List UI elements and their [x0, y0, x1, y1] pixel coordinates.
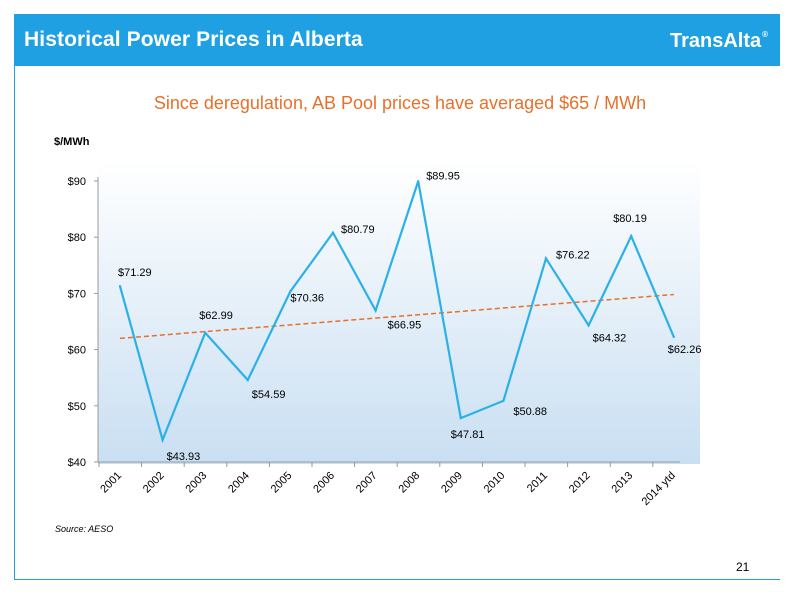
x-tick-label: 2014 ytd — [640, 470, 678, 508]
data-point — [587, 324, 590, 327]
trend-line — [119, 293, 674, 340]
x-tick-label: 2011 — [525, 470, 550, 495]
y-tick-label: $60 — [68, 345, 86, 357]
data-point — [161, 438, 164, 442]
data-point — [630, 234, 633, 238]
header-bar: Historical Power Prices in Alberta Trans… — [14, 14, 780, 66]
data-point — [544, 257, 548, 260]
data-point — [118, 284, 122, 288]
data-point — [417, 180, 420, 183]
y-tick-label: $70 — [68, 288, 86, 300]
x-tick-label: 2012 — [567, 470, 593, 496]
data-point — [289, 290, 292, 293]
x-tick-label: 2010 — [482, 470, 508, 496]
page-title: Historical Power Prices in Alberta — [24, 28, 363, 51]
data-point — [246, 378, 249, 382]
x-tick-label: 2004 — [226, 470, 252, 496]
chart-subtitle: Since deregulation, AB Pool prices have … — [153, 93, 647, 113]
logo-text: TransAlta — [670, 30, 762, 52]
data-label: $47.81 — [451, 429, 485, 441]
data-label: $62.26 — [668, 344, 702, 356]
plot-area — [98, 160, 700, 464]
x-tick-label: 2003 — [184, 470, 210, 496]
y-tick-label: $40 — [68, 457, 86, 469]
data-label: $80.19 — [613, 213, 647, 225]
data-label: $70.36 — [290, 292, 324, 304]
x-tick-label: 2008 — [397, 470, 423, 496]
source-note: Source: AESO — [55, 524, 114, 534]
x-tick-label: 2002 — [141, 470, 167, 496]
data-point — [459, 416, 462, 420]
data-label: $80.79 — [341, 224, 375, 236]
data-label: $43.93 — [167, 451, 201, 463]
data-label: $54.59 — [252, 389, 286, 401]
series-line — [118, 180, 675, 444]
data-point — [672, 335, 675, 339]
logo-mark: ® — [762, 30, 769, 39]
y-tick-label: $50 — [68, 401, 86, 413]
left-border-rule — [14, 66, 15, 580]
data-point — [502, 399, 505, 403]
data-label: $66.95 — [388, 320, 422, 332]
data-label: $76.22 — [556, 249, 590, 261]
company-logo: TransAlta® — [670, 30, 768, 53]
data-label: $89.95 — [426, 170, 460, 182]
data-label: $62.99 — [199, 310, 233, 322]
y-tick-label: $80 — [68, 232, 86, 244]
data-label: $50.88 — [513, 406, 547, 418]
data-label: $64.32 — [593, 332, 627, 344]
x-tick-label: 2007 — [354, 470, 380, 496]
y-tick-label: $90 — [68, 176, 86, 188]
x-tick-label: 2009 — [439, 470, 465, 496]
bottom-border-rule — [14, 579, 780, 580]
y-axis-label: $/MWh — [54, 136, 90, 148]
data-point — [374, 309, 377, 312]
data-label: $71.29 — [118, 267, 152, 279]
data-point — [331, 231, 335, 234]
page-number: 21 — [736, 560, 750, 574]
x-tick-label: 2006 — [311, 470, 337, 496]
data-point — [204, 331, 207, 334]
x-tick-label: 2013 — [610, 470, 636, 496]
x-tick-label: 2001 — [98, 470, 124, 496]
x-tick-label: 2005 — [269, 470, 295, 496]
